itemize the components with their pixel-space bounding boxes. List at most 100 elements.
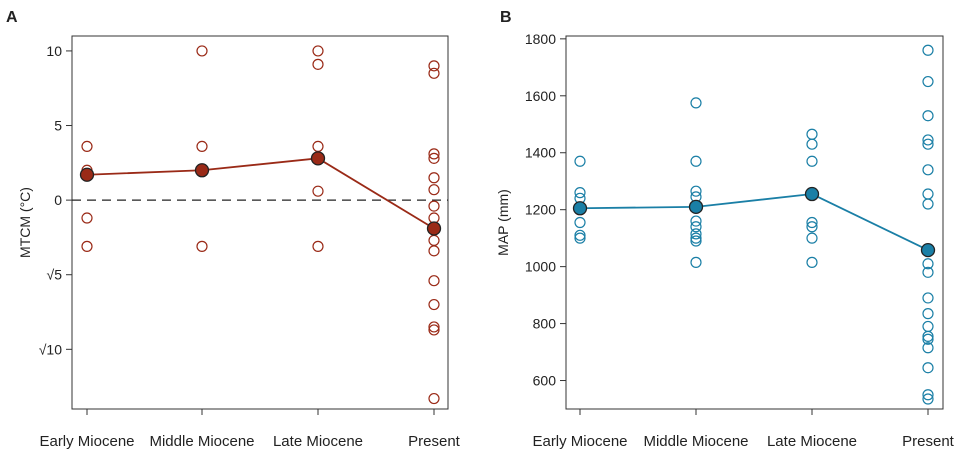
panel-a-data-point bbox=[428, 60, 440, 72]
panel-b-y-tick-label: 800 bbox=[533, 316, 557, 332]
panel-a-y-tick-label: √5 bbox=[47, 267, 63, 283]
panel-a-mean-point bbox=[310, 151, 326, 166]
panel-a-data-point bbox=[196, 45, 208, 57]
panel-a-y-tick-label: 0 bbox=[54, 192, 62, 208]
panel-b-data-point bbox=[922, 362, 934, 374]
panel-a-x-tick-label: Middle Miocene bbox=[149, 433, 254, 450]
panel-b-data-point bbox=[922, 75, 934, 88]
panel-a-x-tick-label: Present bbox=[408, 433, 461, 450]
panel-b-data-point bbox=[690, 228, 702, 240]
panel-a-data-point bbox=[312, 140, 324, 153]
panel-b-data-point bbox=[690, 185, 702, 197]
panel-a-data-point bbox=[428, 200, 440, 212]
panel-b-data-point bbox=[806, 138, 818, 150]
panel-b-mean-line bbox=[579, 193, 929, 251]
panel-a-data-point bbox=[428, 152, 440, 164]
panel-a-mean-point bbox=[194, 163, 210, 178]
panel-b-data-point bbox=[922, 164, 934, 176]
panel-a: A 10 5 0 √5 √10 Early Miocene Middle Miocene La… bbox=[6, 9, 461, 450]
panel-b-y-tick-label: 1000 bbox=[525, 259, 556, 275]
panel-a-y-axis-title: MTCM (°C) bbox=[17, 187, 33, 258]
panel-a-y-tick-label: √10 bbox=[39, 341, 62, 357]
panel-a-data-point bbox=[312, 185, 324, 197]
panel-b-mean-point bbox=[572, 201, 588, 216]
panel-b-data-point bbox=[690, 97, 702, 109]
panel-b-data-point bbox=[922, 308, 934, 320]
panel-a-data-point bbox=[428, 234, 440, 247]
panel-b-data-point bbox=[922, 333, 934, 345]
panel-b-data-point bbox=[574, 232, 586, 244]
panel-a-y-tick-label: 10 bbox=[46, 43, 62, 59]
panel-b-data-point bbox=[806, 232, 818, 244]
panel-b-data-point bbox=[922, 393, 934, 405]
panel-b-mean-point bbox=[688, 199, 704, 214]
panel-b-mean-point bbox=[804, 186, 820, 202]
panel-a-data-point bbox=[81, 212, 93, 224]
panel-a-mean-point bbox=[426, 221, 442, 236]
panel-b-data-point bbox=[922, 266, 934, 278]
panel-b-data-point bbox=[574, 187, 586, 199]
panel-b-data-point bbox=[690, 235, 702, 247]
panel-a-data-point bbox=[81, 140, 93, 153]
panel-b-data-point bbox=[922, 258, 934, 270]
panel-b-data-point bbox=[922, 330, 934, 342]
panel-b-data-point bbox=[806, 128, 818, 140]
panel-b-data-point bbox=[922, 110, 934, 122]
panel-b-x-tick-label: Late Miocene bbox=[767, 433, 857, 450]
panel-b-letter: B bbox=[500, 9, 512, 26]
panel-a-data-point bbox=[81, 240, 93, 252]
panel-b-y-tick-label: 1400 bbox=[525, 145, 556, 161]
panel-b-data-point bbox=[806, 256, 818, 268]
panel-b-y-tick-label: 1800 bbox=[525, 31, 556, 47]
panel-b-y-axis-title: MAP (mm) bbox=[495, 189, 511, 256]
panel-b-x-tick-label: Early Miocene bbox=[532, 433, 627, 450]
panel-a-data-point bbox=[312, 45, 324, 57]
panel-a-data-point bbox=[312, 240, 324, 252]
panel-b-data-point bbox=[690, 221, 702, 233]
panel-b-data-point bbox=[574, 229, 586, 241]
panel-a-data-point bbox=[428, 392, 440, 405]
panel-a-data-point bbox=[428, 172, 440, 184]
panel-a-data-point bbox=[428, 275, 440, 287]
panel-b-data-point bbox=[922, 44, 934, 56]
panel-b-plot-frame bbox=[565, 35, 944, 410]
panel-b-y-tick-label: 1200 bbox=[525, 202, 556, 218]
panel-a-x-tick-label: Early Miocene bbox=[39, 433, 134, 450]
panel-b-x-tick-label: Middle Miocene bbox=[643, 433, 748, 450]
panel-b-x-tick-label: Present bbox=[902, 433, 955, 450]
panel-a-plot-frame bbox=[71, 35, 449, 410]
panel-b-data-point bbox=[922, 138, 934, 150]
panel-b-data-point bbox=[922, 188, 934, 200]
panel-b-data-point bbox=[922, 198, 934, 210]
panel-b-data-point bbox=[922, 342, 934, 354]
panel-b-data-point bbox=[806, 155, 818, 167]
panel-b-data-point bbox=[922, 134, 934, 146]
panel-a-data-point bbox=[428, 148, 440, 160]
panel-a-data-point bbox=[196, 140, 208, 153]
panel-a-data-point bbox=[428, 298, 440, 311]
panel-a-data-point bbox=[312, 58, 324, 70]
panel-a-data-point bbox=[428, 324, 440, 336]
panel-a-mean-line bbox=[86, 157, 435, 230]
panel-b-data-point bbox=[922, 389, 934, 401]
panel-b-mean-point bbox=[920, 242, 936, 258]
panel-b-data-point bbox=[806, 221, 818, 233]
panel-a-data-point bbox=[196, 240, 208, 252]
panel-b-data-point bbox=[690, 215, 702, 227]
panel-b-data-point bbox=[922, 320, 934, 333]
panel-b-data-point bbox=[574, 155, 586, 167]
panel-a-y-tick-label: 5 bbox=[54, 118, 62, 134]
panel-b-data-point bbox=[922, 292, 934, 304]
panel-a-letter: A bbox=[6, 9, 18, 26]
panel-a-mean-point bbox=[79, 167, 95, 182]
panel-a-data-point bbox=[428, 67, 440, 79]
panel-a-data-point bbox=[428, 245, 440, 257]
panel-a-data-point bbox=[428, 184, 440, 196]
panel-b-y-tick-label: 1600 bbox=[525, 88, 556, 104]
panel-b-data-point bbox=[690, 155, 702, 167]
panel-b-data-point bbox=[690, 232, 702, 244]
panel-b-data-point bbox=[690, 256, 702, 268]
panel-b-data-point bbox=[574, 216, 586, 229]
panel-a-x-tick-label: Late Miocene bbox=[273, 433, 363, 450]
